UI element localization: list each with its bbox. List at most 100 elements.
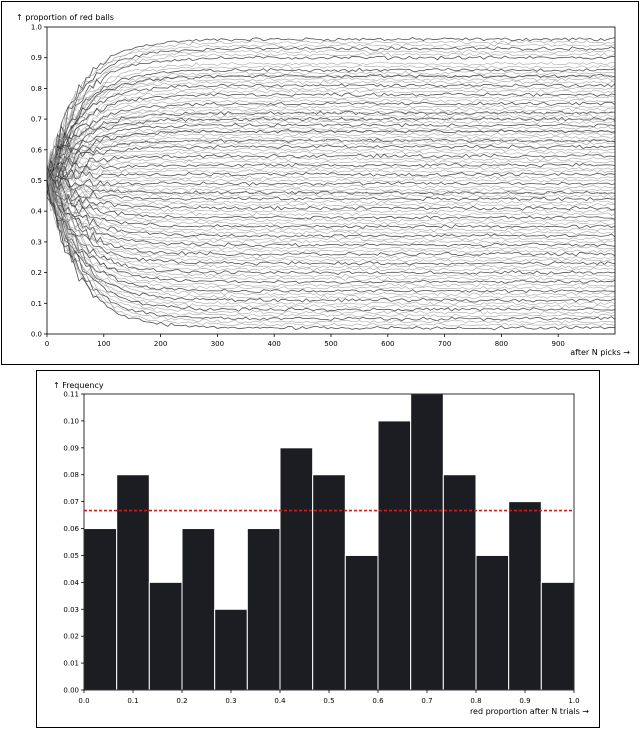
- y-tick-label: 0.04: [63, 579, 79, 587]
- x-tick-label: 200: [154, 340, 167, 348]
- x-tick-label: 800: [495, 340, 508, 348]
- line-chart: 0.0 0.1 0.2 0.3 0.4 0.5 0.6 0.7 0.8 0.9 1.0 0 100 200…: [16, 13, 630, 357]
- series-line: [46, 89, 616, 187]
- series-line: [46, 172, 616, 199]
- series-line: [46, 176, 616, 315]
- series-line: [46, 37, 616, 176]
- histogram-bar: [246, 528, 281, 691]
- y-tick-label: 0.11: [63, 391, 79, 399]
- x-axis-label: red proportion after N trials →: [470, 707, 589, 716]
- series-line: [46, 147, 616, 182]
- y-tick-label: 0.10: [63, 417, 79, 425]
- series-line: [46, 177, 616, 245]
- series-line: [46, 129, 616, 198]
- series-line: [46, 77, 616, 191]
- x-tick-label: 700: [438, 340, 451, 348]
- x-tick-label: 0.1: [127, 697, 138, 705]
- x-tick-label: 0.9: [519, 697, 530, 705]
- series-line: [46, 189, 616, 260]
- series-line: [46, 107, 616, 174]
- y-tick-label: 0.02: [63, 633, 79, 641]
- y-tick-label: 0.4: [31, 208, 43, 216]
- histogram-bars: [83, 393, 575, 691]
- series-line: [46, 185, 616, 291]
- y-tick-label: 1.0: [31, 24, 42, 32]
- y-tick-label: 0.0: [31, 331, 42, 339]
- series-line: [46, 79, 616, 187]
- series-line: [46, 113, 616, 179]
- histogram-bar: [508, 501, 542, 691]
- y-tick-label: 0.6: [31, 146, 43, 154]
- series-line: [46, 163, 616, 300]
- series-line: [46, 150, 616, 176]
- series-line: [46, 176, 616, 248]
- series-line: [46, 174, 616, 194]
- series-line: [46, 182, 616, 232]
- series-line: [46, 171, 616, 196]
- series-line: [46, 61, 616, 172]
- series-line: [46, 46, 616, 177]
- series-line: [46, 159, 616, 195]
- y-tick-label: 0.9: [31, 54, 42, 62]
- series-line: [46, 49, 616, 187]
- y-tick-label: 0.05: [63, 552, 79, 560]
- y-tick-label: 0.09: [63, 444, 79, 452]
- x-axis-label: after N picks →: [570, 348, 630, 357]
- series-line: [46, 168, 616, 193]
- histogram-bar: [344, 554, 379, 691]
- series-line: [46, 101, 616, 185]
- y-axis-label: ↑ Frequency: [53, 381, 104, 390]
- series-line: [46, 73, 616, 196]
- histogram-bar: [148, 581, 183, 691]
- x-tick-label: 1.0: [568, 697, 579, 705]
- histogram-bar: [442, 474, 477, 691]
- y-tick-label: 0.01: [63, 660, 79, 668]
- x-tick-label: 0.6: [372, 697, 384, 705]
- x-tick-label: 400: [268, 340, 281, 348]
- series-line: [46, 179, 616, 303]
- series-line: [46, 166, 616, 196]
- series-line: [46, 52, 616, 190]
- series-line: [46, 183, 616, 294]
- x-tick-label: 0.2: [176, 697, 187, 705]
- series-line: [46, 135, 616, 195]
- line-chart-panel: 0.0 0.1 0.2 0.3 0.4 0.5 0.6 0.7 0.8 0.9 1.0 0 100 200…: [1, 1, 639, 365]
- series-line: [46, 168, 616, 196]
- x-tick-label: 0.3: [225, 697, 236, 705]
- series-line: [46, 144, 616, 193]
- y-tick-label: 0.06: [63, 525, 79, 533]
- series-line: [46, 39, 616, 173]
- series-line: [46, 189, 616, 322]
- series-line: [46, 162, 616, 189]
- x-tick-label: 0.7: [421, 697, 432, 705]
- x-tick-label: 0.5: [323, 697, 334, 705]
- x-tick-label: 0.8: [470, 697, 481, 705]
- series-line: [46, 126, 616, 189]
- series-line: [46, 179, 616, 269]
- histogram-bar: [181, 528, 216, 691]
- series-line: [46, 183, 616, 214]
- series-line: [46, 171, 616, 193]
- series-line: [46, 171, 616, 205]
- series-line: [46, 169, 616, 194]
- y-tick-label: 0.5: [31, 177, 42, 185]
- histogram-bar: [116, 474, 150, 691]
- series-line: [46, 123, 616, 182]
- series-line: [46, 165, 616, 275]
- histogram-bar: [410, 393, 444, 691]
- histogram-bar: [83, 528, 118, 691]
- x-tick-label: 100: [97, 340, 110, 348]
- series-line: [46, 104, 616, 172]
- series-line: [46, 43, 616, 179]
- histogram-chart: 0.00 0.01 0.02 0.03 0.04 0.05 0.06 0.07 0.08 0.09…: [53, 381, 589, 716]
- series-line: [46, 175, 616, 327]
- series-line: [46, 164, 616, 191]
- y-tick-label: 0.7: [31, 116, 42, 124]
- series-line: [46, 95, 616, 188]
- histogram-bar: [279, 447, 314, 691]
- series-line: [46, 164, 616, 223]
- series-line: [46, 168, 616, 226]
- series-line: [46, 179, 616, 217]
- series-line: [46, 178, 616, 263]
- x-tick-label: 500: [324, 340, 337, 348]
